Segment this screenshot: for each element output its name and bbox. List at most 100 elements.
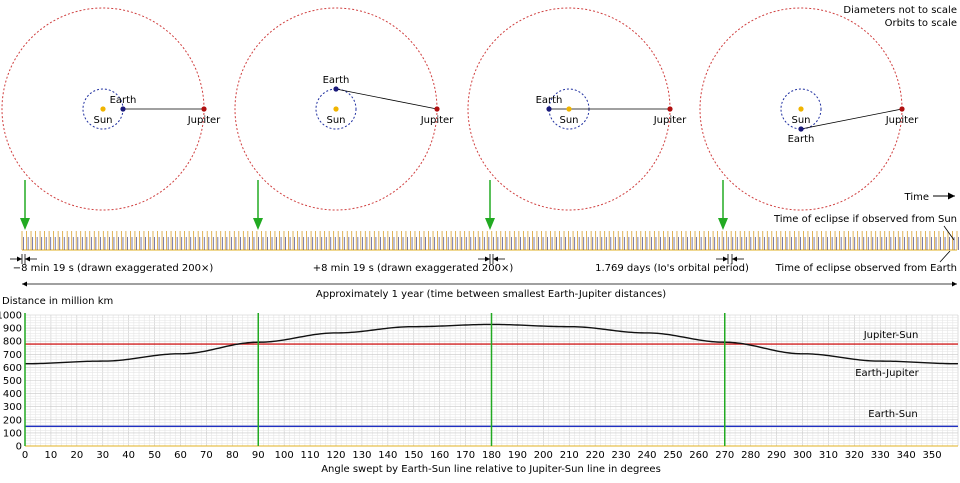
marker-arrowhead <box>485 218 495 230</box>
distance-chart: 0100200300400500600700800900100001020304… <box>0 311 959 461</box>
plus-delay-dimension <box>478 254 505 264</box>
orbit-panel: Sun Jupiter Earth <box>234 7 454 211</box>
x-tick-label: 180 <box>482 450 501 461</box>
x-tick-label: 350 <box>923 450 942 461</box>
y-tick-label: 800 <box>3 337 22 348</box>
x-tick-label: 110 <box>301 450 320 461</box>
series-label: Earth-Jupiter <box>855 368 919 379</box>
x-tick-label: 130 <box>352 450 371 461</box>
x-tick-label: 0 <box>22 450 28 461</box>
leader-line <box>943 225 955 241</box>
plus-delay-label: +8 min 19 s (drawn exaggerated 200×) <box>313 263 514 274</box>
time-axis-label: Time <box>904 192 929 203</box>
x-tick-label: 30 <box>96 450 109 461</box>
y-tick-label: 700 <box>3 350 22 361</box>
jupiter-label: Jupiter <box>653 115 687 126</box>
orbit-panel: Sun Jupiter Earth <box>467 7 687 211</box>
x-tick-label: 90 <box>252 450 265 461</box>
arrow-right-icon <box>723 256 728 262</box>
earth-icon <box>120 106 126 112</box>
minus-delay-label: −8 min 19 s (drawn exaggerated 200×) <box>13 263 214 274</box>
jupiter-icon <box>434 106 440 112</box>
scale-note-diameters: Diameters not to scale <box>843 5 957 16</box>
series-label: Jupiter-Sun <box>863 330 919 341</box>
y-tick-label: 100 <box>3 428 22 439</box>
eclipse-from-sun-label: Time of eclipse if observed from Sun <box>773 214 957 225</box>
earth-label: Earth <box>323 75 350 86</box>
sun-icon <box>798 106 804 112</box>
y-tick-label: 300 <box>3 402 22 413</box>
earth-label: Earth <box>110 95 137 106</box>
earth-jupiter-line <box>335 88 438 110</box>
x-tick-label: 160 <box>430 450 449 461</box>
y-tick-label: 1000 <box>0 311 22 322</box>
x-tick-label: 170 <box>456 450 475 461</box>
x-tick-label: 320 <box>845 450 864 461</box>
scale-note-orbits: Orbits to scale <box>885 18 957 29</box>
x-tick-label: 190 <box>508 450 527 461</box>
green-down-arrow-icon <box>20 180 30 230</box>
x-tick-label: 70 <box>200 450 213 461</box>
jupiter-label: Jupiter <box>885 115 919 126</box>
x-tick-label: 330 <box>871 450 890 461</box>
green-down-arrow-icon <box>718 180 728 230</box>
x-tick-label: 80 <box>226 450 239 461</box>
x-tick-label: 10 <box>45 450 58 461</box>
x-tick-label: 40 <box>122 450 135 461</box>
x-tick-label: 280 <box>741 450 760 461</box>
x-tick-label: 120 <box>326 450 345 461</box>
orbit-panels: Sun Jupiter Earth Sun Jupiter Earth Sun Jupiter… <box>1 7 919 230</box>
x-tick-label: 220 <box>586 450 605 461</box>
x-tick-label: 290 <box>767 450 786 461</box>
green-down-arrow-icon <box>253 180 263 230</box>
x-tick-label: 210 <box>560 450 579 461</box>
x-tick-label: 50 <box>148 450 161 461</box>
marker-arrowhead <box>718 218 728 230</box>
earth-icon <box>333 86 339 92</box>
x-tick-label: 310 <box>819 450 838 461</box>
earth-orbit <box>780 88 822 130</box>
y-tick-label: 900 <box>3 324 22 335</box>
green-down-arrow-icon <box>485 180 495 230</box>
x-tick-label: 100 <box>275 450 294 461</box>
io-period-label: 1.769 days (Io's orbital period) <box>595 263 749 274</box>
timeline <box>10 225 959 287</box>
sun-icon <box>100 106 106 112</box>
year-span-label: Approximately 1 year (time between small… <box>316 289 666 300</box>
sun-icon <box>566 106 572 112</box>
x-tick-label: 200 <box>534 450 553 461</box>
chart-x-label: Angle swept by Earth-Sun line relative t… <box>321 464 661 475</box>
x-tick-label: 300 <box>793 450 812 461</box>
leader-line <box>939 250 951 263</box>
year-span-dimension <box>22 281 957 287</box>
y-tick-label: 0 <box>16 442 22 453</box>
sun-icon <box>333 106 339 112</box>
minus-delay-dimension <box>10 254 37 264</box>
marker-arrowhead <box>253 218 263 230</box>
jupiter-label: Jupiter <box>187 115 221 126</box>
arrow-right-icon <box>485 256 490 262</box>
chart-y-label: Distance in million km <box>2 296 113 307</box>
x-tick-label: 20 <box>70 450 83 461</box>
x-tick-label: 140 <box>378 450 397 461</box>
earth-jupiter-line <box>800 108 903 130</box>
io-period-dimension <box>716 254 744 264</box>
sun-label: Sun <box>93 115 112 126</box>
sun-label: Sun <box>559 115 578 126</box>
jupiter-icon <box>899 106 905 112</box>
x-tick-label: 60 <box>174 450 187 461</box>
sun-label: Sun <box>791 115 810 126</box>
x-tick-label: 260 <box>689 450 708 461</box>
jupiter-icon <box>667 106 673 112</box>
sun-label: Sun <box>326 115 345 126</box>
arrow-right-icon <box>952 281 957 287</box>
marker-arrowhead <box>20 218 30 230</box>
earth-icon <box>798 126 804 132</box>
x-tick-label: 150 <box>404 450 423 461</box>
y-tick-label: 500 <box>3 376 22 387</box>
series-label: Earth-Sun <box>868 409 917 420</box>
orbit-panel: Sun Jupiter Earth <box>699 7 919 211</box>
arrow-left-icon <box>22 281 27 287</box>
arrow-left-icon <box>732 256 737 262</box>
